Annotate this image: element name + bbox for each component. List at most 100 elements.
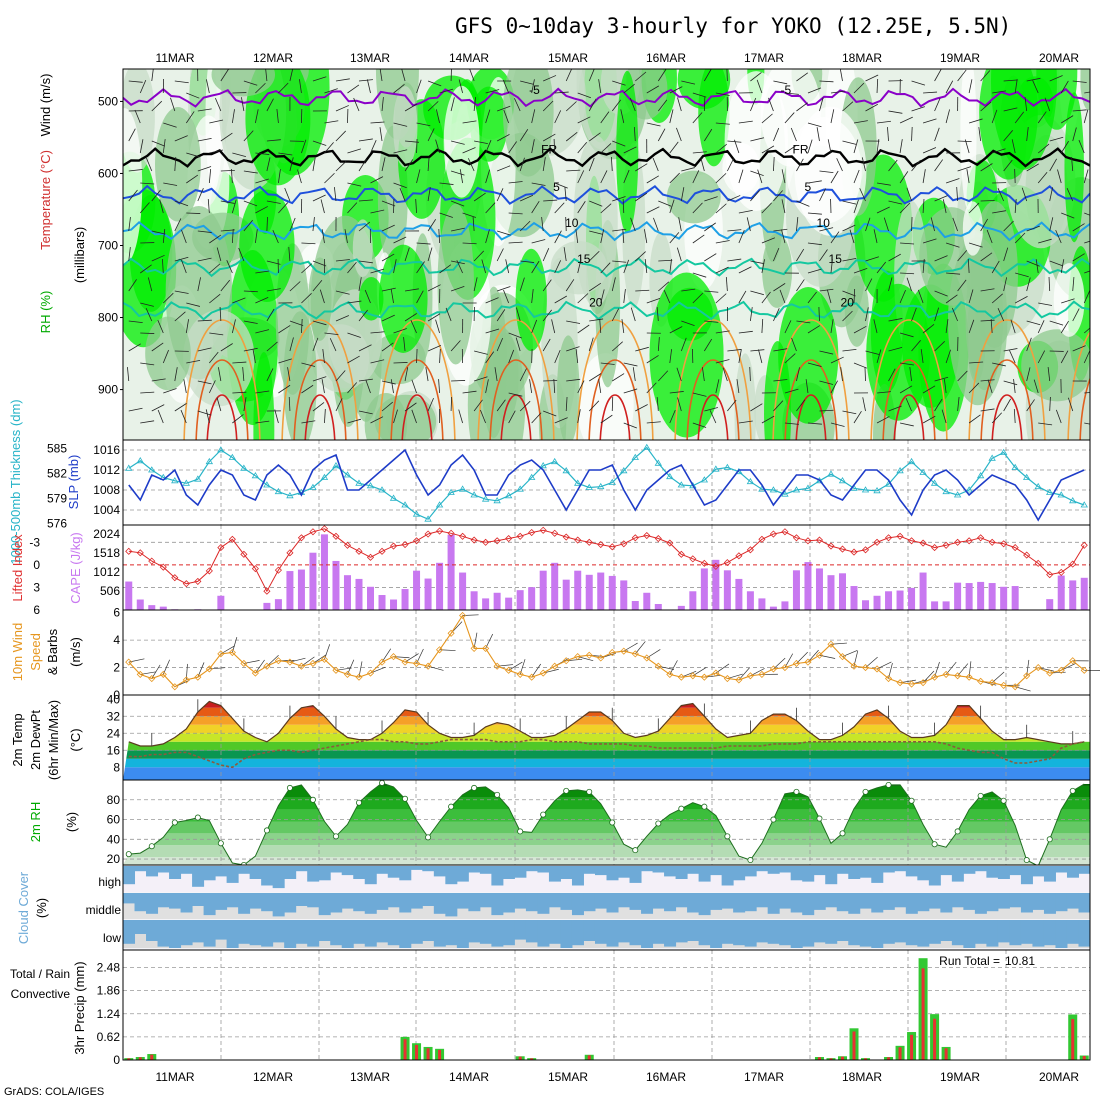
cloud-cell-low: [813, 920, 826, 943]
cloud-cell-middle: [986, 893, 999, 912]
cape-bar: [723, 570, 731, 610]
wind-barb: [474, 350, 488, 355]
wind-barb: [692, 151, 707, 154]
wind-barb: [231, 169, 233, 184]
cloud-cell-high: [848, 866, 861, 879]
wind-barb: [796, 320, 811, 324]
wind-barb: [312, 320, 327, 326]
cloud-cell-middle: [146, 893, 159, 914]
cloud-cell-low: [433, 920, 446, 947]
wind-barb: [220, 229, 235, 232]
thickness-marker: [539, 462, 547, 469]
wind-barb: [738, 169, 744, 184]
wind-barb: [807, 422, 822, 425]
wind-barb: [334, 187, 337, 202]
surface-temp-contour: [477, 319, 555, 440]
wind-barb: [991, 109, 998, 124]
rh-marker: [678, 805, 685, 812]
cape-bar: [781, 601, 789, 610]
wind-barb: [206, 79, 210, 94]
wind-barb: [704, 407, 718, 412]
li-marker: [436, 527, 444, 535]
wind-barb: [335, 370, 346, 382]
wind-barb: [1083, 290, 1090, 304]
wind-barb: [646, 122, 661, 127]
wind-barb: [577, 170, 585, 184]
wind-barb: [842, 224, 856, 232]
thickness-marker: [999, 448, 1008, 455]
rh-blob: [760, 69, 821, 167]
wind-barb: [773, 127, 780, 142]
wind-barb: [865, 350, 880, 355]
thickness-marker: [988, 454, 996, 461]
wind-barb: [876, 416, 890, 424]
wind-speed-marker: [654, 662, 662, 670]
thickness-marker: [689, 482, 697, 489]
date-label: 14MAR: [449, 51, 489, 65]
cloud-cell-middle: [641, 893, 654, 914]
isotherm-label: 20: [841, 295, 855, 309]
wind-barb: [197, 410, 212, 416]
cloud-cell-low: [871, 920, 884, 948]
wind-barb: [503, 289, 510, 304]
wind-barb: [692, 202, 703, 214]
wind-barb: [830, 380, 838, 394]
thickness-marker: [585, 483, 593, 490]
wind-barb: [911, 80, 926, 86]
wind-barb: [899, 139, 903, 154]
li-marker: [700, 559, 708, 567]
wind-barb: [255, 297, 269, 304]
wind-barb: [197, 257, 212, 262]
wind-barb: [312, 337, 319, 352]
wind-barb: [669, 232, 680, 244]
wind-barb: [174, 290, 189, 294]
wind-barb: [600, 262, 611, 274]
surface-temp-contour: [401, 394, 433, 440]
thickness-marker: [723, 463, 732, 470]
cape-bar: [505, 597, 513, 610]
thickness-marker: [504, 492, 513, 499]
cloud-cell-high: [1066, 866, 1079, 878]
cloud-cell-high: [387, 866, 400, 878]
wind-barb: [635, 346, 649, 352]
cloud-cell-low: [1009, 920, 1022, 946]
cape-bar: [551, 562, 559, 610]
wind-barb: [577, 293, 589, 304]
cloud-cell-high: [721, 866, 734, 886]
wind-barb: [358, 410, 373, 415]
thickness-marker: [320, 473, 329, 480]
wind-barb: [704, 196, 718, 202]
wind-barb: [542, 133, 556, 142]
wind-barb: [773, 283, 786, 292]
wind-barb: [347, 418, 362, 424]
cloud-cell-high: [341, 866, 354, 876]
thickness-marker: [1057, 491, 1065, 498]
wind-barb: [381, 200, 396, 207]
wind-barb-10m: [255, 659, 265, 674]
wind-barb: [197, 108, 212, 112]
wind-barb: [980, 408, 995, 412]
wind-barb: [715, 240, 730, 244]
cloud-cell-high: [456, 866, 469, 882]
thickness-tick: 585: [47, 441, 67, 455]
wind-barb: [438, 379, 440, 394]
wind-barb: [301, 362, 316, 367]
wind-barb: [1026, 337, 1032, 352]
wind-barb: [1048, 276, 1051, 292]
wind-barb: [917, 289, 924, 304]
wind-speed-marker: [297, 662, 306, 670]
cloud-cell-high: [698, 866, 711, 882]
wind-barb: [566, 378, 581, 382]
cloud-cell-low: [836, 920, 849, 941]
wind-barb: [146, 157, 153, 172]
wind-barb: [301, 318, 303, 334]
cloud-cell-middle: [606, 893, 619, 913]
slp-axis-label: SLP (mb): [66, 455, 81, 510]
wind-barb: [208, 380, 216, 394]
wind-barb: [980, 252, 993, 262]
wind-barb: [393, 409, 398, 424]
wind-barb: [681, 167, 695, 172]
cloud-cell-middle: [341, 893, 354, 909]
rh-marker: [309, 796, 316, 803]
wind-barb: [678, 217, 682, 232]
